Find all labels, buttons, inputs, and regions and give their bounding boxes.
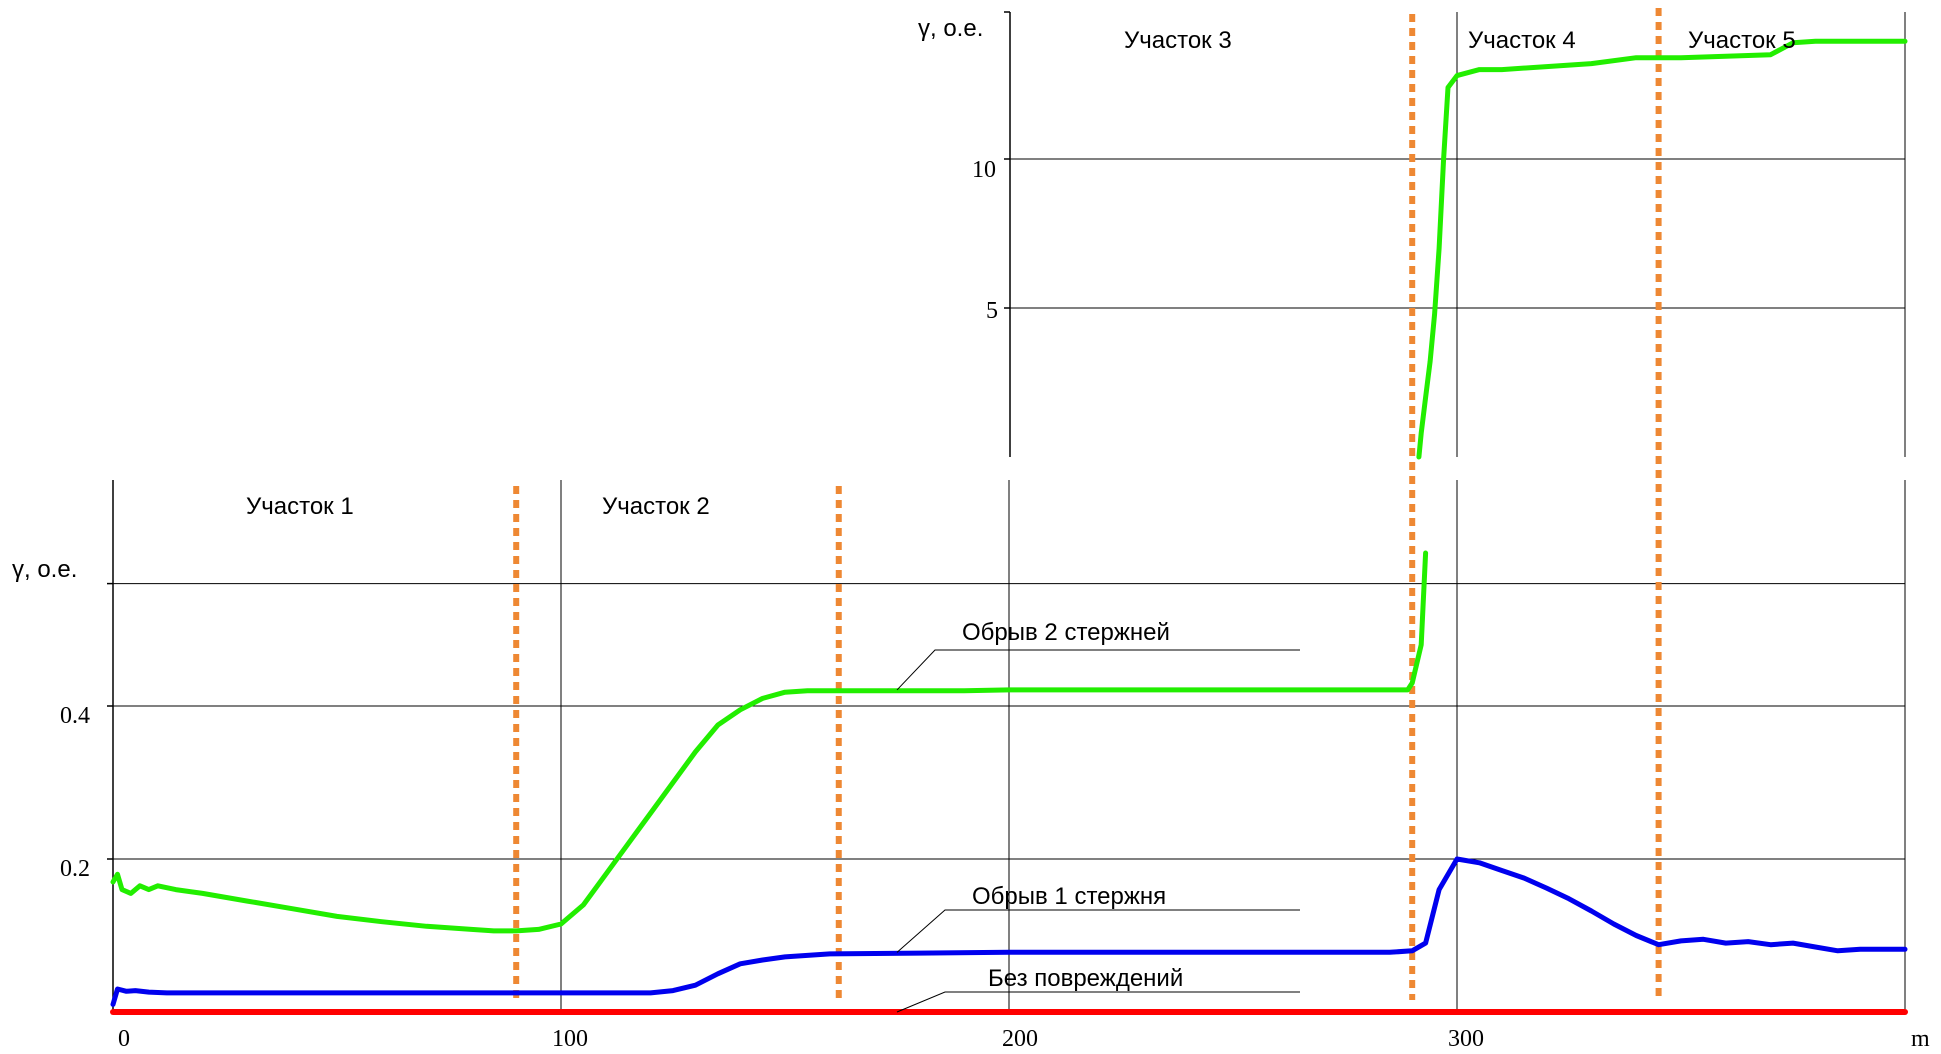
lower-plot-grid [107,480,1906,1012]
section-label-1: Участок 1 [246,493,354,520]
series-line-two-bars [110,550,1429,934]
leader-two-bars [896,649,1300,691]
series-line-one-bar [110,856,1908,1007]
section-label-2: Участок 2 [602,493,710,520]
series-label-two-bars: Обрыв 2 стержней [962,619,1170,646]
upper-plot-grid [1004,11,1906,457]
y-tick-label-0.2: 0.2 [60,856,90,882]
x-tick-label-100: 100 [552,1026,588,1052]
y-tick-label-0.4: 0.4 [60,703,90,729]
section-label-4: Участок 4 [1468,27,1576,54]
series-layer [110,38,1908,1015]
y-tick-label-5: 5 [986,298,998,324]
annotation-leaders [896,649,1300,1013]
upper-series-line-two-bars [1416,38,1908,460]
x-tick-label-0: 0 [118,1026,130,1052]
x-tick-label-300: 300 [1448,1026,1484,1052]
series-label-one-bar: Обрыв 1 стержня [972,883,1166,910]
section-boundaries [513,8,1662,1000]
section-label-5: Участок 5 [1688,27,1796,54]
leader-healthy [896,991,1300,1013]
x-axis-label: m [1911,1026,1930,1052]
x-tick-label-200: 200 [1002,1026,1038,1052]
section-label-3: Участок 3 [1124,27,1232,54]
upper-y-axis-label: γ, о.е. [918,15,983,42]
leader-one-bar [896,909,1300,953]
y-tick-label-10: 10 [972,157,996,183]
lower-y-axis-label: γ, о.е. [12,556,77,583]
series-label-healthy: Без повреждений [988,965,1183,992]
